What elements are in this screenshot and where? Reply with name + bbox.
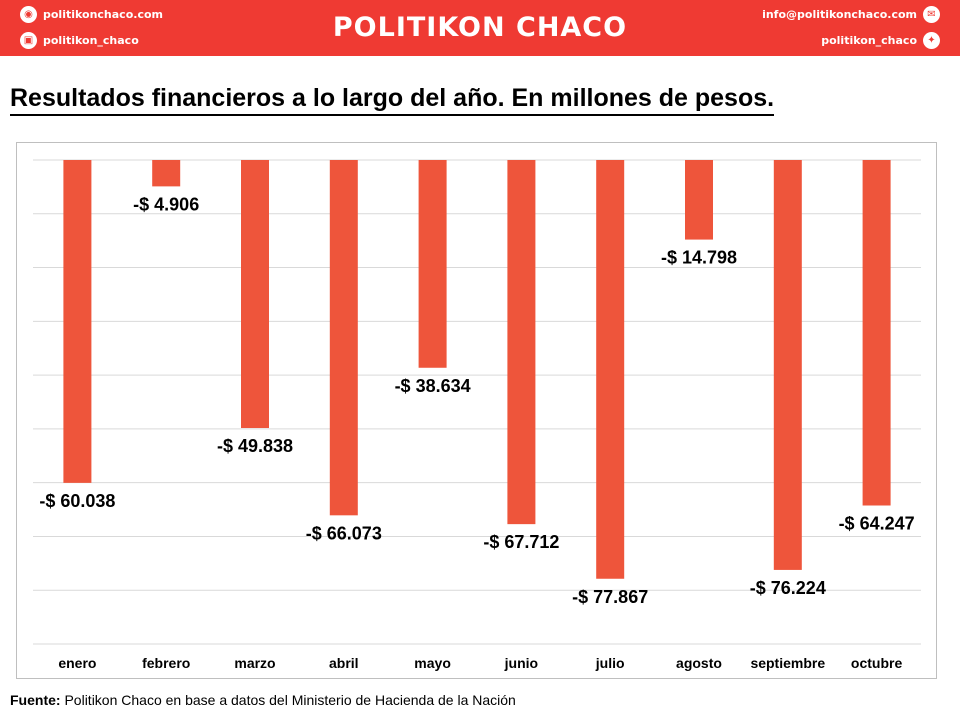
- bar-abril: [329, 160, 358, 516]
- twitter-icon: ✦: [923, 32, 940, 49]
- data-label-octubre: -$ 64.247: [839, 514, 915, 534]
- source-label: Fuente:: [10, 692, 61, 708]
- globe-icon: ◉: [20, 6, 37, 23]
- bar-julio: [596, 160, 625, 579]
- bar-septiembre: [773, 160, 802, 570]
- envelope-icon: ✉: [923, 6, 940, 23]
- bar-marzo: [241, 160, 269, 429]
- x-tick-label-agosto: agosto: [676, 655, 722, 671]
- website-contact[interactable]: ◉ politikonchaco.com: [20, 6, 163, 23]
- data-label-junio: -$ 67.712: [483, 532, 559, 552]
- data-label-marzo: -$ 49.838: [217, 436, 293, 456]
- bar-mayo: [418, 160, 447, 368]
- x-tick-label-febrero: febrero: [142, 655, 190, 671]
- x-tick-label-abril: abril: [329, 655, 359, 671]
- data-label-enero: -$ 60.038: [39, 491, 115, 511]
- x-tick-label-septiembre: septiembre: [750, 655, 825, 671]
- header-banner: ◉ politikonchaco.com ▣ politikon_chaco P…: [0, 0, 960, 56]
- bar-octubre: [862, 160, 891, 506]
- brand-logo-text: POLITIKON CHACO: [332, 12, 628, 43]
- bar-junio: [507, 160, 536, 525]
- x-tick-label-marzo: marzo: [234, 655, 275, 671]
- instagram-handle: politikon_chaco: [43, 34, 139, 47]
- source-text: Politikon Chaco en base a datos del Mini…: [64, 692, 516, 708]
- bar-febrero: [152, 160, 181, 187]
- twitter-handle: politikon_chaco: [821, 34, 917, 47]
- data-label-julio: -$ 77.867: [572, 587, 648, 607]
- instagram-icon: ▣: [20, 32, 37, 49]
- data-label-febrero: -$ 4.906: [133, 194, 199, 214]
- chart-frame: [16, 142, 937, 679]
- data-label-septiembre: -$ 76.224: [750, 578, 826, 598]
- instagram-contact[interactable]: ▣ politikon_chaco: [20, 32, 139, 49]
- data-label-agosto: -$ 14.798: [661, 248, 737, 268]
- x-tick-label-mayo: mayo: [414, 655, 451, 671]
- data-label-abril: -$ 66.073: [306, 523, 382, 543]
- chart-title: Resultados financieros a lo largo del añ…: [10, 84, 775, 116]
- data-label-mayo: -$ 38.634: [395, 376, 471, 396]
- x-tick-label-junio: junio: [504, 655, 538, 671]
- x-tick-label-octubre: octubre: [851, 655, 903, 671]
- bar-agosto: [685, 160, 713, 240]
- source-note: Fuente: Politikon Chaco en base a datos …: [10, 692, 516, 708]
- x-tick-label-julio: julio: [595, 655, 625, 671]
- twitter-contact[interactable]: politikon_chaco ✦: [821, 32, 940, 49]
- website-text: politikonchaco.com: [43, 8, 163, 21]
- email-text: info@politikonchaco.com: [762, 8, 917, 21]
- bar-enero: [63, 160, 92, 483]
- x-tick-label-enero: enero: [58, 655, 96, 671]
- email-contact[interactable]: info@politikonchaco.com ✉: [762, 6, 940, 23]
